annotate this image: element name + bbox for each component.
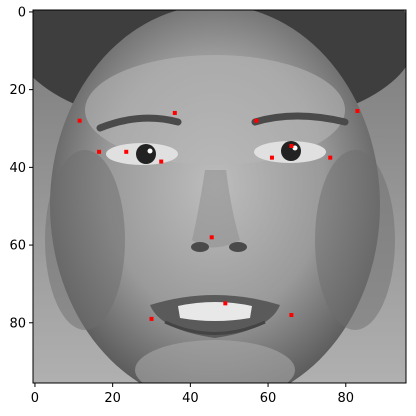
keypoint-1 [97,149,102,154]
keypoint-10 [355,109,360,114]
keypoint-12 [149,316,154,321]
x-axis: 0 20 40 60 80 [31,383,354,406]
keypoint-6 [254,118,259,123]
y-tick-label-1: 20 [9,83,26,98]
y-tick-label-4: 80 [9,316,26,331]
face-image [33,10,406,383]
x-tick-label-0: 0 [31,391,39,406]
x-tick-label-1: 20 [104,391,121,406]
x-tick-label-4: 80 [338,391,355,406]
keypoint-3 [159,159,164,164]
keypoint-2 [124,149,129,154]
keypoint-9 [328,155,333,160]
keypoint-11 [223,301,228,306]
keypoint-markers [77,109,360,321]
keypoint-4 [172,110,177,115]
y-tick-label-2: 40 [9,161,26,176]
y-tick-label-3: 60 [9,239,26,254]
keypoint-8 [289,143,294,148]
x-tick-label-2: 40 [182,391,199,406]
keypoint-13 [289,313,294,318]
y-axis: 0 20 40 60 80 [9,5,33,331]
keypoint-5 [209,235,214,240]
y-tick-label-0: 0 [18,5,26,20]
plot-frame [32,9,407,384]
keypoint-7 [269,155,274,160]
x-tick-label-3: 60 [260,391,277,406]
keypoint-0 [77,118,82,123]
